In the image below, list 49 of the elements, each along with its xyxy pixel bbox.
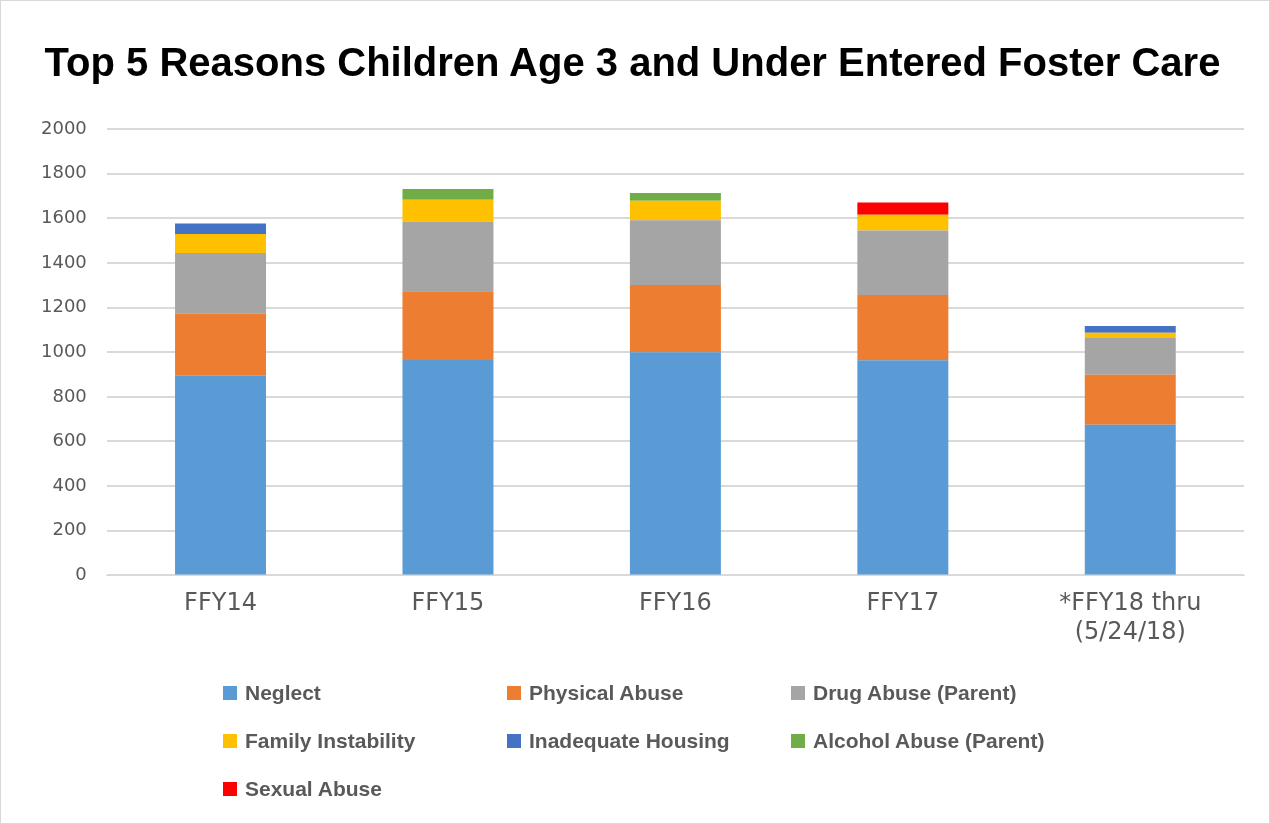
bar <box>629 200 721 221</box>
legend-label: Neglect <box>245 681 321 705</box>
legend-label: Drug Abuse (Parent) <box>813 681 1017 705</box>
y-tick-label: 1200 <box>41 295 87 317</box>
bar <box>175 233 267 253</box>
bar <box>629 220 721 286</box>
bar <box>629 285 721 353</box>
bar <box>857 202 949 215</box>
y-tick-label: 1000 <box>41 339 87 361</box>
legend-label: Alcohol Abuse (Parent) <box>813 729 1045 753</box>
bar <box>402 221 494 292</box>
y-tick-label: 600 <box>52 429 87 451</box>
y-tick-label: 0 <box>75 563 87 585</box>
bar <box>175 252 267 314</box>
bar <box>1084 332 1176 338</box>
y-tick-label: 800 <box>52 384 87 406</box>
bar <box>175 223 267 234</box>
bar <box>1084 337 1176 375</box>
bar <box>857 214 949 231</box>
bar <box>402 189 494 200</box>
y-tick-label: 200 <box>52 518 87 540</box>
x-tick-label: FFY14 <box>184 588 257 617</box>
bar <box>402 360 494 575</box>
legend-label: Physical Abuse <box>529 681 684 705</box>
bar <box>1084 326 1176 333</box>
bar <box>857 230 949 296</box>
bar <box>175 375 267 575</box>
bar <box>1084 424 1176 575</box>
bar <box>402 291 494 361</box>
x-tick-label: FFY15 <box>411 588 485 617</box>
bar <box>1084 374 1176 425</box>
x-tick-label: *FFY18 thru (5/24/18) <box>1059 588 1202 645</box>
chart-title: Top 5 Reasons Children Age 3 and Under Entered Foster Care <box>44 40 1221 85</box>
y-tick-label: 2000 <box>41 116 87 138</box>
y-tick-label: 1600 <box>41 205 87 227</box>
y-tick-label: 1800 <box>41 161 87 183</box>
y-tick-label: 400 <box>52 473 87 495</box>
x-tick-label: FFY16 <box>639 588 712 617</box>
bar <box>629 352 721 575</box>
bar <box>857 360 949 575</box>
x-tick-label: FFY17 <box>866 588 940 617</box>
bar <box>629 193 721 201</box>
legend-label: Inadequate Housing <box>529 729 730 753</box>
legend-label: Sexual Abuse <box>245 777 382 801</box>
legend-label: Family Instability <box>245 729 416 753</box>
y-tick-label: 1400 <box>41 250 87 272</box>
bar <box>402 199 494 222</box>
bar <box>857 295 949 361</box>
bar <box>175 313 267 376</box>
